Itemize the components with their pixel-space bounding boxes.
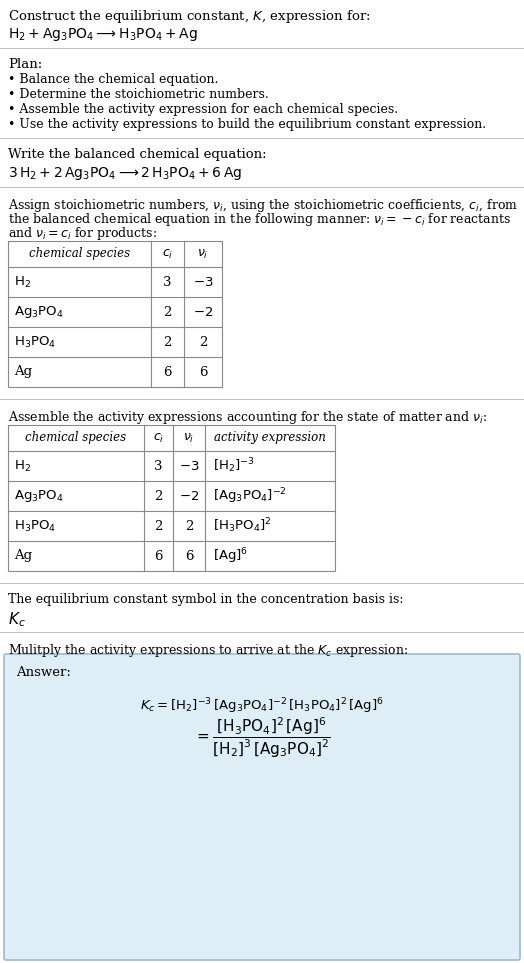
Text: $\mathrm{H_2}$: $\mathrm{H_2}$ [14, 274, 31, 290]
Text: Assign stoichiometric numbers, $\nu_i$, using the stoichiometric coefficients, $: Assign stoichiometric numbers, $\nu_i$, … [8, 197, 518, 214]
Text: $\mathrm{H_2}$: $\mathrm{H_2}$ [14, 458, 31, 474]
Text: 2: 2 [154, 489, 162, 503]
Text: $[\mathrm{H_2}]^{-3}$: $[\mathrm{H_2}]^{-3}$ [213, 456, 255, 476]
Text: Answer:: Answer: [16, 666, 71, 679]
Text: $c_i$: $c_i$ [162, 247, 173, 261]
Text: $\mathrm{3\,H_2 + 2\,Ag_3PO_4 \longrightarrow 2\,H_3PO_4 + 6\,Ag}$: $\mathrm{3\,H_2 + 2\,Ag_3PO_4 \longright… [8, 165, 242, 182]
Text: 3: 3 [163, 275, 172, 289]
Text: $K_c = [\mathrm{H_2}]^{-3}\,[\mathrm{Ag_3PO_4}]^{-2}\,[\mathrm{H_3PO_4}]^{2}\,[\: $K_c = [\mathrm{H_2}]^{-3}\,[\mathrm{Ag_… [140, 696, 384, 716]
Text: • Assemble the activity expression for each chemical species.: • Assemble the activity expression for e… [8, 103, 398, 116]
Text: Assemble the activity expressions accounting for the state of matter and $\nu_i$: Assemble the activity expressions accoun… [8, 409, 487, 426]
Text: $[\mathrm{H_3PO_4}]^{2}$: $[\mathrm{H_3PO_4}]^{2}$ [213, 517, 271, 535]
Text: • Balance the chemical equation.: • Balance the chemical equation. [8, 73, 219, 86]
Text: 3: 3 [154, 459, 163, 473]
Text: Mulitply the activity expressions to arrive at the $K_c$ expression:: Mulitply the activity expressions to arr… [8, 642, 408, 659]
Text: $\nu_i$: $\nu_i$ [183, 431, 195, 445]
Text: 2: 2 [154, 519, 162, 533]
Text: $[\mathrm{Ag_3PO_4}]^{-2}$: $[\mathrm{Ag_3PO_4}]^{-2}$ [213, 486, 287, 506]
Text: Ag: Ag [14, 550, 32, 562]
Text: $\mathrm{Ag_3PO_4}$: $\mathrm{Ag_3PO_4}$ [14, 488, 64, 504]
Text: $= \dfrac{[\mathrm{H_3PO_4}]^{2}\,[\mathrm{Ag}]^{6}}{[\mathrm{H_2}]^{3}\,[\mathr: $= \dfrac{[\mathrm{H_3PO_4}]^{2}\,[\math… [193, 716, 331, 760]
Text: 2: 2 [185, 519, 193, 533]
Text: and $\nu_i = c_i$ for products:: and $\nu_i = c_i$ for products: [8, 225, 157, 242]
Text: $-2$: $-2$ [179, 489, 199, 503]
Text: the balanced chemical equation in the following manner: $\nu_i = -c_i$ for react: the balanced chemical equation in the fo… [8, 211, 511, 228]
Text: Ag: Ag [14, 366, 32, 378]
Bar [8, 425, 335, 571]
Text: $\nu_i$: $\nu_i$ [198, 247, 209, 261]
Text: activity expression: activity expression [214, 431, 326, 445]
Text: • Determine the stoichiometric numbers.: • Determine the stoichiometric numbers. [8, 88, 269, 101]
FancyBboxPatch shape [4, 654, 520, 960]
Text: $K_c$: $K_c$ [8, 610, 26, 629]
Text: 6: 6 [199, 366, 208, 378]
Text: $-3$: $-3$ [179, 459, 199, 473]
Text: chemical species: chemical species [26, 431, 127, 445]
Text: $[\mathrm{Ag}]^{6}$: $[\mathrm{Ag}]^{6}$ [213, 546, 248, 566]
Text: Construct the equilibrium constant, $K$, expression for:: Construct the equilibrium constant, $K$,… [8, 8, 370, 25]
Text: 2: 2 [163, 335, 172, 349]
Text: chemical species: chemical species [29, 247, 130, 261]
Text: $c_i$: $c_i$ [153, 431, 164, 445]
Text: $\mathrm{H_3PO_4}$: $\mathrm{H_3PO_4}$ [14, 518, 56, 534]
Bar [8, 241, 222, 387]
Text: • Use the activity expressions to build the equilibrium constant expression.: • Use the activity expressions to build … [8, 118, 486, 131]
Text: 6: 6 [163, 366, 172, 378]
Text: 6: 6 [185, 550, 193, 562]
Text: $\mathrm{Ag_3PO_4}$: $\mathrm{Ag_3PO_4}$ [14, 304, 64, 320]
Text: $-3$: $-3$ [193, 275, 213, 289]
Text: Write the balanced chemical equation:: Write the balanced chemical equation: [8, 148, 267, 161]
Text: The equilibrium constant symbol in the concentration basis is:: The equilibrium constant symbol in the c… [8, 593, 403, 606]
Text: $\mathrm{H_2 + Ag_3PO_4 \longrightarrow H_3PO_4 + Ag}$: $\mathrm{H_2 + Ag_3PO_4 \longrightarrow … [8, 26, 198, 43]
Text: $\mathrm{H_3PO_4}$: $\mathrm{H_3PO_4}$ [14, 334, 56, 350]
Text: 2: 2 [199, 335, 207, 349]
Text: $-2$: $-2$ [193, 305, 213, 319]
Text: Plan:: Plan: [8, 58, 42, 71]
Text: 2: 2 [163, 305, 172, 319]
Text: 6: 6 [154, 550, 163, 562]
